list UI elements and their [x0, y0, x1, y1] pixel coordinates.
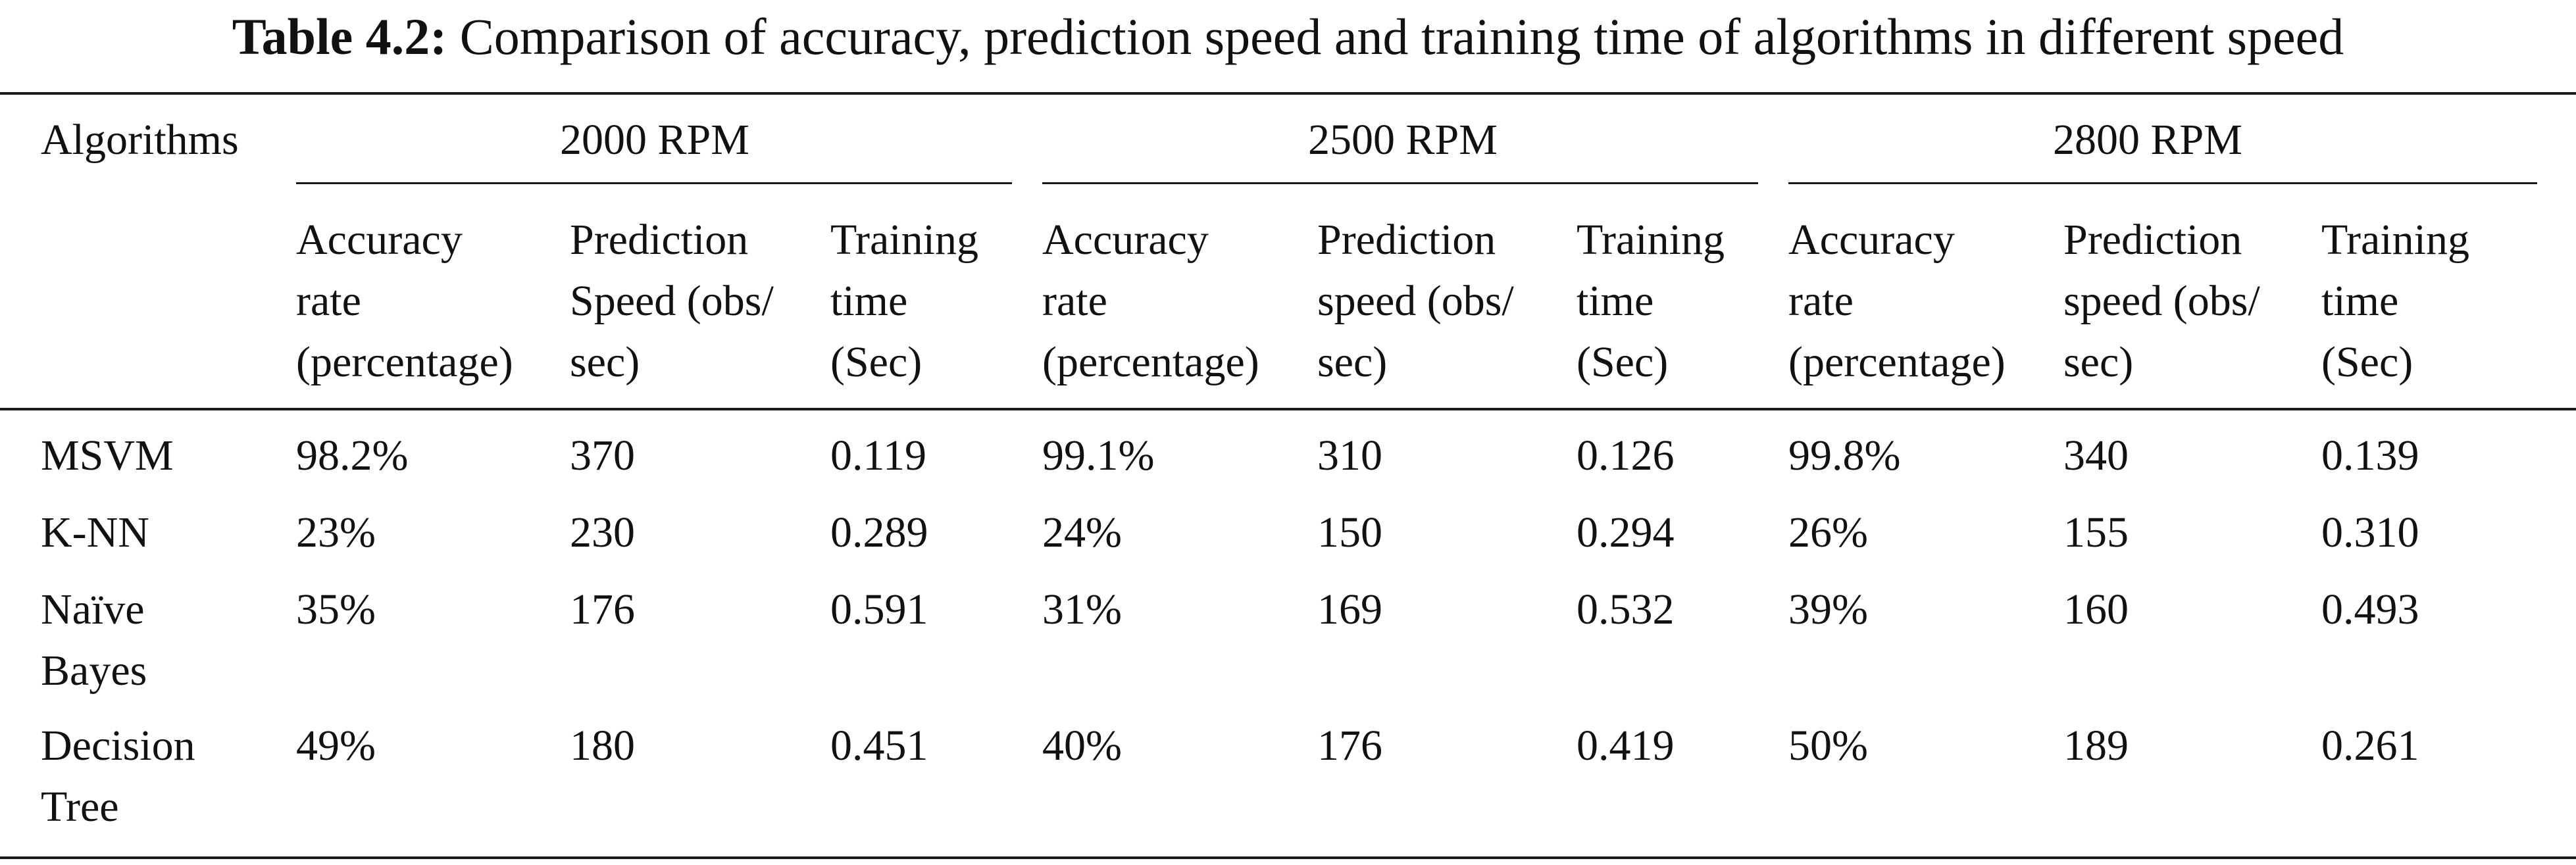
table-cell: 176 [570, 585, 635, 633]
column-subheader: rate [296, 277, 361, 325]
column-subheader: sec) [570, 338, 640, 386]
table-cell: 23% [296, 508, 376, 556]
table-cell: 0.289 [830, 508, 928, 556]
table-cell: 189 [2063, 722, 2129, 770]
column-subheader: Prediction [570, 216, 749, 264]
column-subheader: (percentage) [296, 338, 513, 386]
column-subheader: (Sec) [830, 338, 922, 386]
table-cell: 99.1% [1042, 432, 1155, 480]
column-subheader: Speed (obs/ [570, 277, 774, 325]
group-header: 2800 RPM [2053, 116, 2242, 164]
column-subheader: time [1577, 277, 1654, 325]
row-algorithm-name: Bayes [41, 647, 147, 695]
table-cell: 0.261 [2321, 722, 2419, 770]
group-rule [1788, 182, 2537, 184]
table-cell: 49% [296, 722, 376, 770]
table-cell: 370 [570, 432, 635, 480]
table-top-rule [0, 92, 2576, 95]
column-subheader: speed (obs/ [1317, 277, 1514, 325]
algorithms-header: Algorithms [41, 116, 239, 164]
row-algorithm-name: Tree [41, 783, 119, 831]
table-cell: 0.139 [2321, 432, 2419, 480]
table-cell: 0.591 [830, 585, 928, 633]
row-algorithm-name: MSVM [41, 432, 174, 480]
column-subheader: sec) [2063, 338, 2134, 386]
column-subheader: (Sec) [2321, 338, 2413, 386]
column-subheader: time [2321, 277, 2399, 325]
table-cell: 39% [1788, 585, 1868, 633]
column-subheader: time [830, 277, 908, 325]
table-cell: 0.310 [2321, 508, 2419, 556]
column-subheader: sec) [1317, 338, 1388, 386]
row-algorithm-name: K-NN [41, 508, 149, 556]
table-cell: 35% [296, 585, 376, 633]
caption-text: Comparison of accuracy, prediction speed… [459, 8, 2344, 65]
table-cell: 26% [1788, 508, 1868, 556]
column-subheader: Training [2321, 216, 2469, 264]
table-cell: 155 [2063, 508, 2129, 556]
caption-label: Table 4.2: [232, 8, 447, 65]
column-subheader: Prediction [1317, 216, 1496, 264]
column-subheader: rate [1788, 277, 1854, 325]
row-algorithm-name: Decision [41, 722, 195, 770]
table-cell: 0.294 [1577, 508, 1675, 556]
table-cell: 150 [1317, 508, 1382, 556]
table-cell: 98.2% [296, 432, 409, 480]
group-rule [1042, 182, 1758, 184]
table-cell: 24% [1042, 508, 1122, 556]
header-bottom-rule [0, 408, 2576, 410]
table-cell: 50% [1788, 722, 1868, 770]
table-cell: 40% [1042, 722, 1122, 770]
table-cell: 31% [1042, 585, 1122, 633]
table-cell: 176 [1317, 722, 1382, 770]
column-subheader: speed (obs/ [2063, 277, 2260, 325]
column-subheader: rate [1042, 277, 1107, 325]
column-subheader: Training [1577, 216, 1725, 264]
group-header: 2000 RPM [560, 116, 749, 164]
table-cell: 0.119 [830, 432, 927, 480]
table-cell: 340 [2063, 432, 2129, 480]
table-cell: 230 [570, 508, 635, 556]
column-subheader: (percentage) [1042, 338, 1259, 386]
column-subheader: Accuracy [1788, 216, 1955, 264]
column-subheader: Accuracy [296, 216, 463, 264]
table-cell: 310 [1317, 432, 1382, 480]
group-header: 2500 RPM [1308, 116, 1498, 164]
table-cell: 0.532 [1577, 585, 1675, 633]
column-subheader: Accuracy [1042, 216, 1209, 264]
table-cell: 0.126 [1577, 432, 1675, 480]
table-cell: 99.8% [1788, 432, 1901, 480]
column-subheader: (Sec) [1577, 338, 1669, 386]
table-cell: 180 [570, 722, 635, 770]
table-cell: 0.451 [830, 722, 928, 770]
table-caption: Table 4.2: Comparison of accuracy, predi… [0, 4, 2576, 70]
row-algorithm-name: Naïve [41, 585, 145, 633]
table-cell: 0.493 [2321, 585, 2419, 633]
column-subheader: Prediction [2063, 216, 2242, 264]
column-subheader: Training [830, 216, 978, 264]
column-subheader: (percentage) [1788, 338, 2006, 386]
table-cell: 169 [1317, 585, 1382, 633]
group-rule [296, 182, 1012, 184]
table-bottom-rule [0, 856, 2576, 859]
table-cell: 0.419 [1577, 722, 1675, 770]
table-cell: 160 [2063, 585, 2129, 633]
